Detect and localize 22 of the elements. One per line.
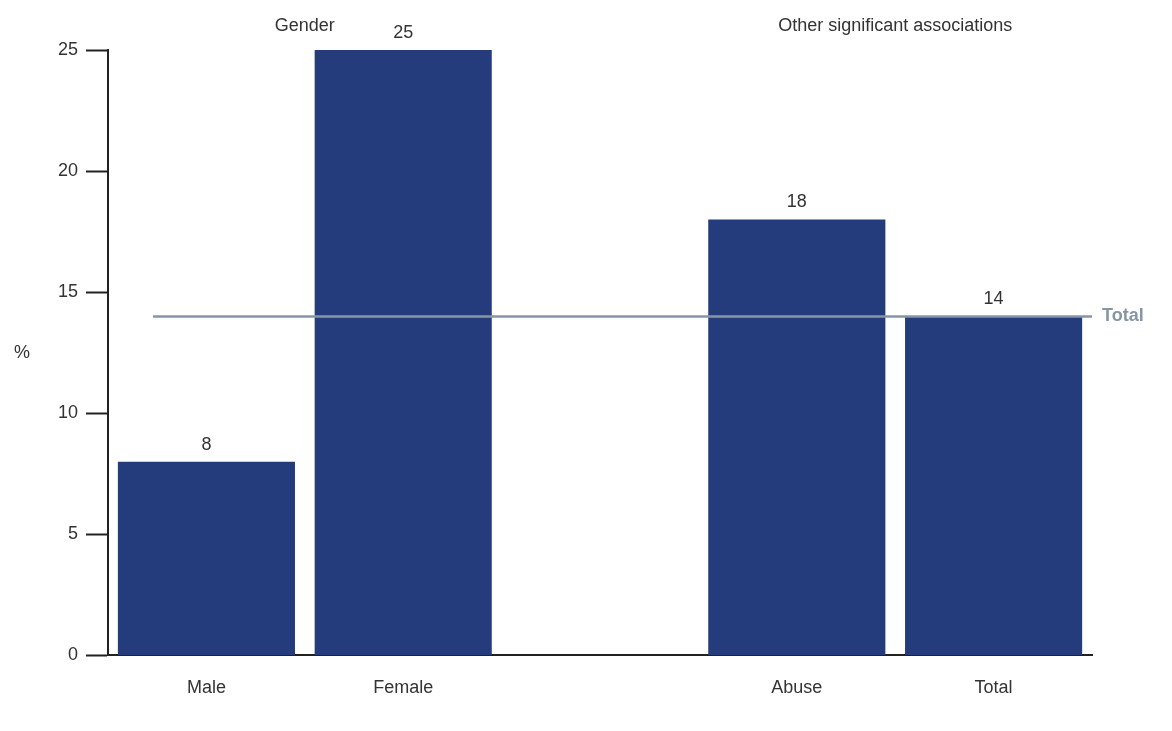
text: Other significant associations bbox=[778, 14, 1013, 35]
bar bbox=[314, 50, 492, 655]
y-axis-title: % bbox=[13, 341, 31, 362]
x-tick-label: Female bbox=[373, 677, 434, 698]
x-tick-label: Male bbox=[186, 677, 226, 698]
ref-line-label: Total bbox=[1102, 305, 1144, 326]
bar bbox=[905, 316, 1083, 655]
y-tick-label: 0 bbox=[68, 644, 79, 665]
y-tick-label: 20 bbox=[57, 160, 79, 181]
x-tick-label: Abuse bbox=[771, 677, 823, 698]
y-tick-label: 15 bbox=[57, 281, 79, 302]
y-tick-label: 25 bbox=[57, 38, 79, 59]
bar bbox=[117, 461, 295, 655]
data-label: 8 bbox=[201, 433, 212, 454]
text: Gender bbox=[274, 14, 335, 35]
data-label: 14 bbox=[983, 288, 1004, 309]
x-tick-label: Total bbox=[974, 677, 1013, 698]
y-tick-label: 5 bbox=[68, 523, 79, 544]
data-label: 18 bbox=[786, 191, 807, 212]
bar bbox=[708, 219, 886, 655]
data-label: 25 bbox=[393, 21, 414, 42]
y-tick-label: 10 bbox=[57, 402, 79, 423]
